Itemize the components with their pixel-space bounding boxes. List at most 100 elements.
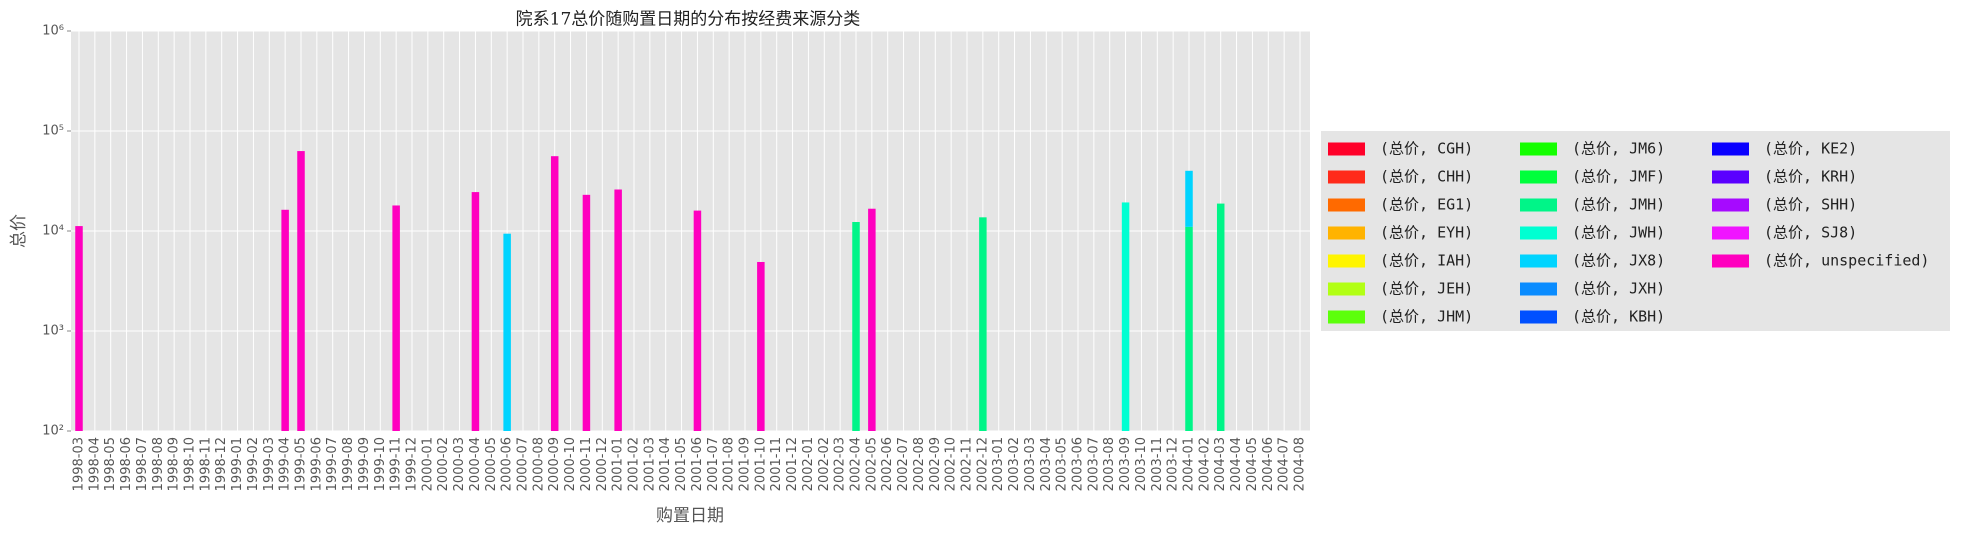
- x-tick-label: 1999-09: [357, 437, 372, 491]
- legend-swatch: [1328, 142, 1365, 156]
- x-tick-label: 2001-10: [753, 437, 768, 491]
- bar-segment: [1121, 202, 1130, 431]
- bar-segment: [281, 209, 289, 431]
- bar-segment: [582, 194, 591, 431]
- x-tick-label: 2001-01: [611, 437, 626, 491]
- legend-swatch: [1328, 254, 1365, 268]
- bar-segment: [852, 222, 860, 431]
- y-tick-label: 10³: [42, 324, 64, 339]
- x-tick-label: 2002-08: [912, 437, 927, 491]
- legend-label: (总价, SJ8): [1764, 224, 1857, 242]
- bar-segment: [297, 151, 305, 431]
- x-tick-label: 2000-12: [595, 437, 610, 491]
- legend-label: (总价, KE2): [1764, 140, 1857, 158]
- legend-label: (总价, IAH): [1380, 252, 1473, 270]
- legend-swatch: [1520, 142, 1557, 156]
- x-tick-label: 2002-09: [928, 437, 943, 491]
- y-tick-label: 10⁵: [42, 124, 64, 139]
- legend-swatch: [1520, 254, 1557, 268]
- x-tick-label: 2003-03: [1023, 437, 1038, 491]
- x-tick-label: 2002-11: [960, 437, 975, 491]
- bar-segment: [1216, 203, 1225, 431]
- y-tick-label: 10²: [42, 424, 64, 439]
- x-tick-label: 2003-08: [1102, 437, 1117, 491]
- x-tick-label: 2004-01: [1182, 437, 1197, 491]
- bar-segment: [979, 217, 987, 431]
- x-tick-label: 2001-03: [642, 437, 657, 491]
- x-tick-label: 2003-01: [991, 437, 1006, 491]
- x-tick-label: 2000-01: [420, 437, 435, 491]
- x-tick-label: 2003-12: [1166, 437, 1181, 491]
- x-tick-label: 2001-06: [690, 437, 705, 491]
- bars: [75, 151, 1225, 431]
- bar-segment: [471, 192, 480, 431]
- legend-swatch: [1328, 226, 1365, 240]
- bar-segment: [392, 205, 400, 431]
- bar-segment: [550, 156, 559, 431]
- x-tick-label: 2000-03: [452, 437, 467, 491]
- bar-segment: [868, 208, 876, 431]
- x-tick-label: 2002-01: [801, 437, 816, 491]
- x-tick-label: 1999-05: [294, 437, 309, 491]
- bar-segment: [757, 261, 765, 431]
- x-tick-label: 1998-05: [103, 437, 118, 491]
- x-tick-label: 2002-06: [880, 437, 895, 491]
- legend-swatch: [1712, 142, 1749, 156]
- x-tick-label: 1999-03: [262, 437, 277, 491]
- legend-label: (总价, KRH): [1764, 168, 1857, 186]
- x-tick-label: 2000-10: [563, 437, 578, 491]
- legend-swatch: [1520, 170, 1557, 184]
- x-tick-label: 2002-05: [864, 437, 879, 491]
- legend-label: (总价, KBH): [1572, 308, 1665, 326]
- legend-label: (总价, EYH): [1380, 224, 1473, 242]
- x-tick-label: 2000-09: [547, 437, 562, 491]
- x-tick-label: 1998-03: [72, 437, 87, 491]
- x-tick-label: 2004-02: [1197, 437, 1212, 491]
- legend-swatch: [1520, 198, 1557, 212]
- x-tick-label: 1998-11: [198, 437, 213, 491]
- x-tick-label: 1998-06: [119, 437, 134, 491]
- x-tick-label: 2000-06: [500, 437, 515, 491]
- legend-label: (总价, unspecified): [1764, 252, 1929, 270]
- x-tick-label: 2004-03: [1213, 437, 1228, 491]
- bar-segment: [1185, 226, 1193, 431]
- x-tick-label: 2004-04: [1229, 437, 1244, 491]
- x-tick-label: 2004-08: [1293, 437, 1308, 491]
- legend-label: (总价, CGH): [1380, 140, 1473, 158]
- bar-segment: [503, 233, 511, 431]
- x-tick-label: 1998-09: [167, 437, 182, 491]
- legend-label: (总价, JMH): [1572, 196, 1665, 214]
- x-tick-label: 2000-02: [436, 437, 451, 491]
- x-tick-label: 2001-12: [785, 437, 800, 491]
- legend-swatch: [1328, 170, 1365, 184]
- x-tick-label: 2002-12: [975, 437, 990, 491]
- y-axis-label: 总价: [9, 214, 29, 248]
- x-tick-label: 1998-07: [135, 437, 150, 491]
- legend-swatch: [1328, 198, 1365, 212]
- legend-swatch: [1520, 226, 1557, 240]
- legend-swatch: [1328, 310, 1365, 324]
- x-tick-label: 2003-04: [1039, 437, 1054, 491]
- x-tick-label: 1999-10: [373, 437, 388, 491]
- x-tick-label: 2001-02: [627, 437, 642, 491]
- legend-swatch: [1712, 170, 1749, 184]
- y-tick-label: 10⁴: [42, 224, 64, 239]
- x-tick-label: 1999-08: [341, 437, 356, 491]
- x-tick-label: 2004-06: [1261, 437, 1276, 491]
- x-tick-label: 1999-06: [309, 437, 324, 491]
- x-tick-label: 2003-06: [1071, 437, 1086, 491]
- x-tick-label: 2000-08: [531, 437, 546, 491]
- x-tick-label: 2001-08: [722, 437, 737, 491]
- x-tick-label: 2002-04: [849, 437, 864, 491]
- legend-swatch: [1328, 282, 1365, 296]
- x-tick-label: 1999-12: [405, 437, 420, 491]
- bar-segment: [75, 226, 83, 431]
- legend-box: [1321, 131, 1950, 331]
- x-tick-label: 1999-04: [278, 437, 293, 491]
- x-tick-label: 2003-07: [1086, 437, 1101, 491]
- x-tick-label: 2000-07: [516, 437, 531, 491]
- x-tick-label: 2004-07: [1277, 437, 1292, 491]
- bar-segment: [614, 189, 622, 431]
- legend-label: (总价, JWH): [1572, 224, 1665, 242]
- x-tick-label: 2002-07: [896, 437, 911, 491]
